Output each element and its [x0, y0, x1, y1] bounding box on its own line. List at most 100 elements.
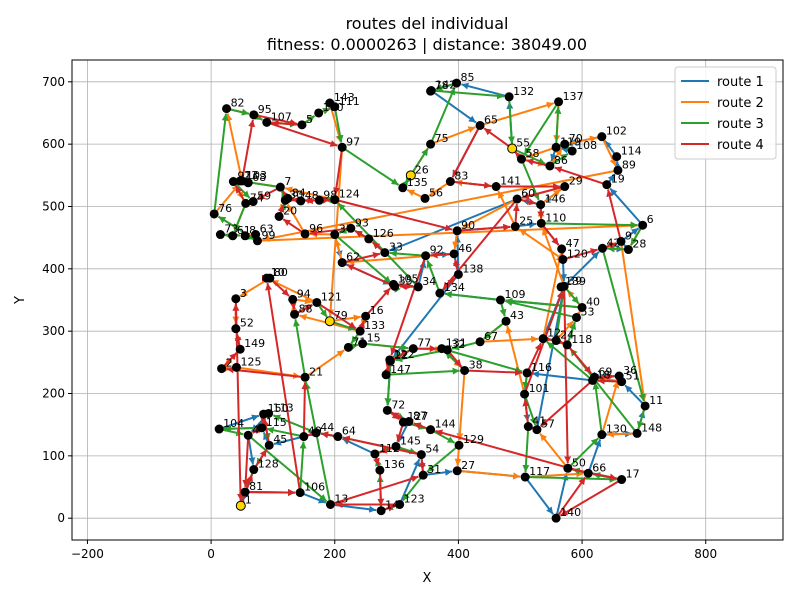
route-segment: [480, 335, 539, 343]
node-point: [545, 161, 555, 171]
node-point: [385, 355, 395, 365]
node-label: 109: [504, 288, 525, 301]
route-segment: [332, 147, 344, 195]
node-point: [510, 221, 520, 231]
node-label: 105: [397, 272, 418, 285]
node-label: 142: [435, 79, 456, 92]
route-segment: [341, 146, 400, 186]
route-segment: [518, 228, 564, 261]
route-segment: [213, 184, 240, 215]
node-point: [380, 248, 390, 258]
node-point: [560, 182, 570, 192]
node-label: 99: [261, 229, 275, 242]
node-point: [375, 465, 385, 475]
route-segment: [539, 432, 569, 469]
node-label: 94: [297, 287, 311, 300]
node-point: [312, 297, 322, 307]
node-point: [640, 401, 650, 411]
node-label: 118: [571, 333, 592, 346]
node-label: 95: [258, 103, 272, 116]
node-label: 69: [598, 365, 612, 378]
route-segment: [525, 475, 617, 483]
node-point: [297, 120, 307, 130]
node-label: 11: [649, 394, 663, 407]
node-point: [262, 117, 272, 127]
node-label: 38: [469, 358, 483, 371]
node-label: 47: [566, 237, 580, 250]
node-point: [358, 339, 368, 349]
route-segment: [253, 113, 298, 126]
route-segment: [479, 101, 555, 127]
route-segment: [497, 190, 517, 227]
route-segment: [429, 87, 456, 145]
node-point: [577, 302, 587, 312]
node-label: 148: [641, 421, 662, 434]
route-segment: [461, 198, 518, 230]
route-segment: [346, 263, 396, 288]
node-point: [330, 230, 340, 240]
node-label: 12: [547, 327, 561, 340]
route-segment: [505, 297, 583, 309]
node-label: 7: [284, 175, 291, 188]
node-label: 104: [223, 417, 244, 430]
node-label: 16: [370, 304, 384, 317]
route-segment: [450, 180, 492, 189]
route-segment: [423, 468, 453, 477]
node-point: [231, 294, 241, 304]
node-point: [376, 506, 386, 516]
route-segment: [563, 286, 572, 464]
route-segment: [562, 248, 598, 261]
route-segment: [464, 368, 523, 376]
chart-subtitle: fitness: 0.0000263 | distance: 38049.00: [267, 35, 587, 54]
node-label: 28: [632, 238, 646, 251]
node-label: 61: [237, 224, 251, 237]
route-segment: [364, 287, 391, 317]
node-label: 125: [240, 355, 261, 368]
node-point: [391, 441, 401, 451]
route-segment: [522, 398, 530, 427]
route-segment: [233, 203, 247, 232]
node-point: [420, 193, 430, 203]
node-label: 51: [626, 370, 640, 383]
node-point: [361, 311, 371, 321]
node-label: 139: [565, 275, 586, 288]
node-label: 60: [521, 187, 535, 200]
node-point: [538, 334, 548, 344]
node-label: 138: [462, 262, 483, 275]
node-label: 92: [430, 244, 444, 257]
node-point: [617, 475, 627, 485]
node-point: [243, 430, 253, 440]
node-label: 87: [413, 410, 427, 423]
x-tick-label: 600: [571, 547, 594, 561]
node-point: [589, 372, 599, 382]
node-point: [452, 466, 462, 476]
node-label: 45: [273, 433, 287, 446]
plot-frame: [71, 59, 784, 541]
node-point: [265, 273, 275, 283]
node-label: 80: [274, 266, 288, 279]
node-point: [249, 465, 259, 475]
node-point: [617, 377, 627, 387]
route-segment: [531, 370, 593, 382]
route-segment: [386, 367, 460, 376]
node-label: 78: [435, 79, 449, 92]
node-label: 112: [379, 442, 400, 455]
node-label: 18: [597, 368, 611, 381]
node-label: 143: [334, 91, 355, 104]
node-label: 72: [391, 398, 405, 411]
node-label: 66: [592, 461, 606, 474]
node-label: 9: [625, 229, 632, 242]
legend: route 1 route 2 route 3 route 4: [674, 66, 777, 160]
route-segment: [431, 89, 505, 100]
node-label: 59: [257, 190, 271, 203]
route-segment: [624, 384, 646, 407]
node-point: [364, 234, 374, 244]
node-label: 54: [425, 443, 439, 456]
route-segment: [555, 476, 587, 519]
y-tick-label: 400: [42, 262, 65, 276]
node-label: 56: [429, 186, 443, 199]
node-label: 98: [323, 188, 337, 201]
node-label: 4: [252, 423, 259, 436]
node-label: 71: [352, 335, 366, 348]
